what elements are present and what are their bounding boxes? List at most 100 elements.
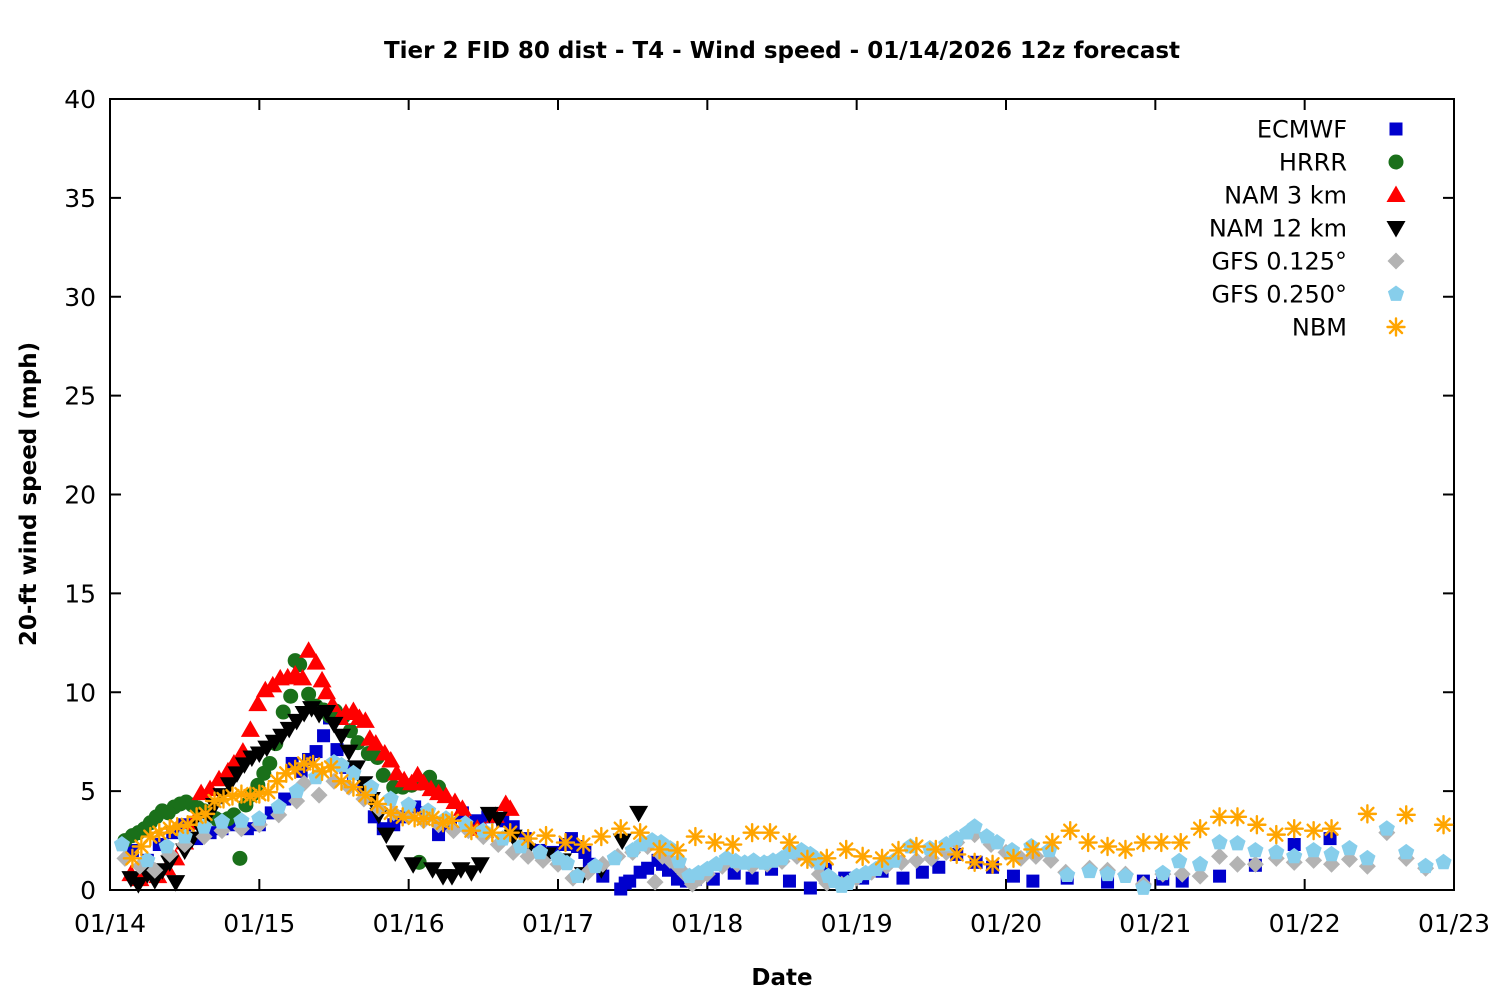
data-point bbox=[339, 744, 359, 762]
y-axis-label: 20-ft wind speed (mph) bbox=[16, 342, 42, 646]
data-point bbox=[591, 826, 612, 847]
data-point bbox=[1115, 839, 1136, 860]
data-point bbox=[382, 790, 399, 806]
data-point bbox=[500, 822, 520, 843]
y-tick-label: 15 bbox=[64, 579, 96, 608]
data-point bbox=[1154, 864, 1171, 881]
y-tick-label: 25 bbox=[64, 382, 96, 411]
data-point bbox=[836, 839, 856, 860]
x-tick-label: 01/18 bbox=[671, 909, 743, 938]
data-point bbox=[1323, 832, 1337, 846]
data-point bbox=[240, 720, 260, 737]
data-point bbox=[907, 851, 925, 869]
data-point bbox=[685, 826, 706, 847]
data-point bbox=[611, 818, 631, 839]
data-point bbox=[1171, 852, 1188, 869]
data-point bbox=[293, 668, 313, 686]
data-point bbox=[742, 822, 762, 843]
plot-frame: 01/14 01/15 01/16 01/17 01/18 01/19 01/20 01/21… bbox=[64, 85, 1490, 938]
data-point bbox=[872, 848, 892, 869]
data-point bbox=[629, 805, 649, 823]
x-tick-label: 01/19 bbox=[821, 909, 893, 938]
data-point bbox=[461, 865, 481, 882]
data-point bbox=[248, 694, 268, 712]
y-tick-label: 10 bbox=[64, 678, 96, 707]
data-point bbox=[1171, 832, 1191, 853]
x-tick-label: 01/14 bbox=[74, 909, 146, 938]
data-point bbox=[573, 834, 594, 855]
data-point bbox=[1305, 842, 1322, 858]
data-point bbox=[113, 836, 130, 852]
series-nbm bbox=[122, 753, 1454, 874]
data-point bbox=[667, 840, 688, 861]
data-point bbox=[366, 734, 386, 751]
data-point bbox=[1303, 820, 1324, 841]
legend-item-ecmwf: ECMWF bbox=[1257, 116, 1403, 144]
data-point bbox=[1321, 818, 1342, 839]
data-point bbox=[233, 812, 250, 828]
data-point bbox=[1078, 832, 1098, 853]
legend-item-gfs-0-125-: GFS 0.125° bbox=[1211, 248, 1405, 276]
data-point bbox=[224, 753, 244, 771]
data-point bbox=[518, 828, 538, 849]
data-point bbox=[1341, 840, 1358, 856]
data-point bbox=[494, 830, 511, 846]
data-point bbox=[470, 857, 490, 874]
plot-points bbox=[113, 641, 1454, 896]
data-point bbox=[1191, 867, 1209, 885]
data-point bbox=[817, 848, 837, 869]
data-point bbox=[1006, 869, 1020, 883]
data-point bbox=[558, 854, 575, 871]
data-point bbox=[279, 721, 299, 739]
data-point bbox=[436, 786, 456, 804]
data-point bbox=[555, 832, 576, 853]
y-tick-label: 40 bbox=[64, 85, 96, 114]
data-point bbox=[1081, 862, 1098, 879]
data-point bbox=[760, 822, 780, 843]
data-point bbox=[310, 786, 328, 804]
data-point bbox=[288, 782, 305, 798]
data-point bbox=[324, 716, 344, 734]
data-point bbox=[482, 822, 502, 843]
data-point bbox=[646, 873, 664, 891]
data-point bbox=[128, 877, 148, 894]
data-point bbox=[403, 857, 423, 874]
data-point bbox=[306, 653, 326, 670]
legend-label: GFS 0.250° bbox=[1211, 281, 1347, 309]
data-point bbox=[452, 799, 472, 816]
asterisk-icon bbox=[1386, 317, 1406, 337]
data-point bbox=[1266, 824, 1286, 845]
data-point bbox=[262, 755, 278, 771]
triangle-down-icon bbox=[1386, 221, 1406, 238]
legend-item-nam-3-km: NAM 3 km bbox=[1224, 182, 1406, 210]
legend-item-nbm: NBM bbox=[1292, 314, 1406, 342]
data-point bbox=[196, 818, 213, 834]
legend-item-hrrr: HRRR bbox=[1279, 149, 1404, 177]
data-point bbox=[623, 874, 637, 888]
data-point bbox=[301, 686, 317, 702]
legend-item-gfs-0-250-: GFS 0.250° bbox=[1211, 281, 1405, 309]
data-point bbox=[283, 688, 299, 704]
data-point bbox=[1268, 843, 1285, 860]
data-point bbox=[345, 764, 362, 781]
data-point bbox=[1396, 805, 1416, 825]
legend-label: GFS 0.125° bbox=[1211, 248, 1347, 276]
data-point bbox=[330, 743, 344, 757]
data-point bbox=[982, 854, 1003, 874]
y-tick-label: 30 bbox=[64, 283, 96, 312]
circle-icon bbox=[1388, 154, 1404, 170]
data-point bbox=[1097, 836, 1118, 857]
data-point bbox=[964, 852, 985, 873]
data-point bbox=[331, 728, 351, 746]
data-point bbox=[1209, 807, 1230, 827]
chart-legend: ECMWF HRRR NAM 3 km NAM 12 km GFS 0.125° GFS … bbox=[1209, 116, 1406, 342]
y-tick-label: 5 bbox=[80, 777, 96, 806]
data-point bbox=[442, 811, 462, 831]
data-point bbox=[423, 862, 443, 879]
data-point bbox=[1173, 865, 1191, 883]
data-point bbox=[932, 860, 946, 874]
x-axis-label: Date bbox=[751, 965, 812, 991]
data-point bbox=[612, 833, 632, 851]
data-point bbox=[1227, 807, 1248, 827]
y-tick-label: 0 bbox=[80, 876, 96, 905]
